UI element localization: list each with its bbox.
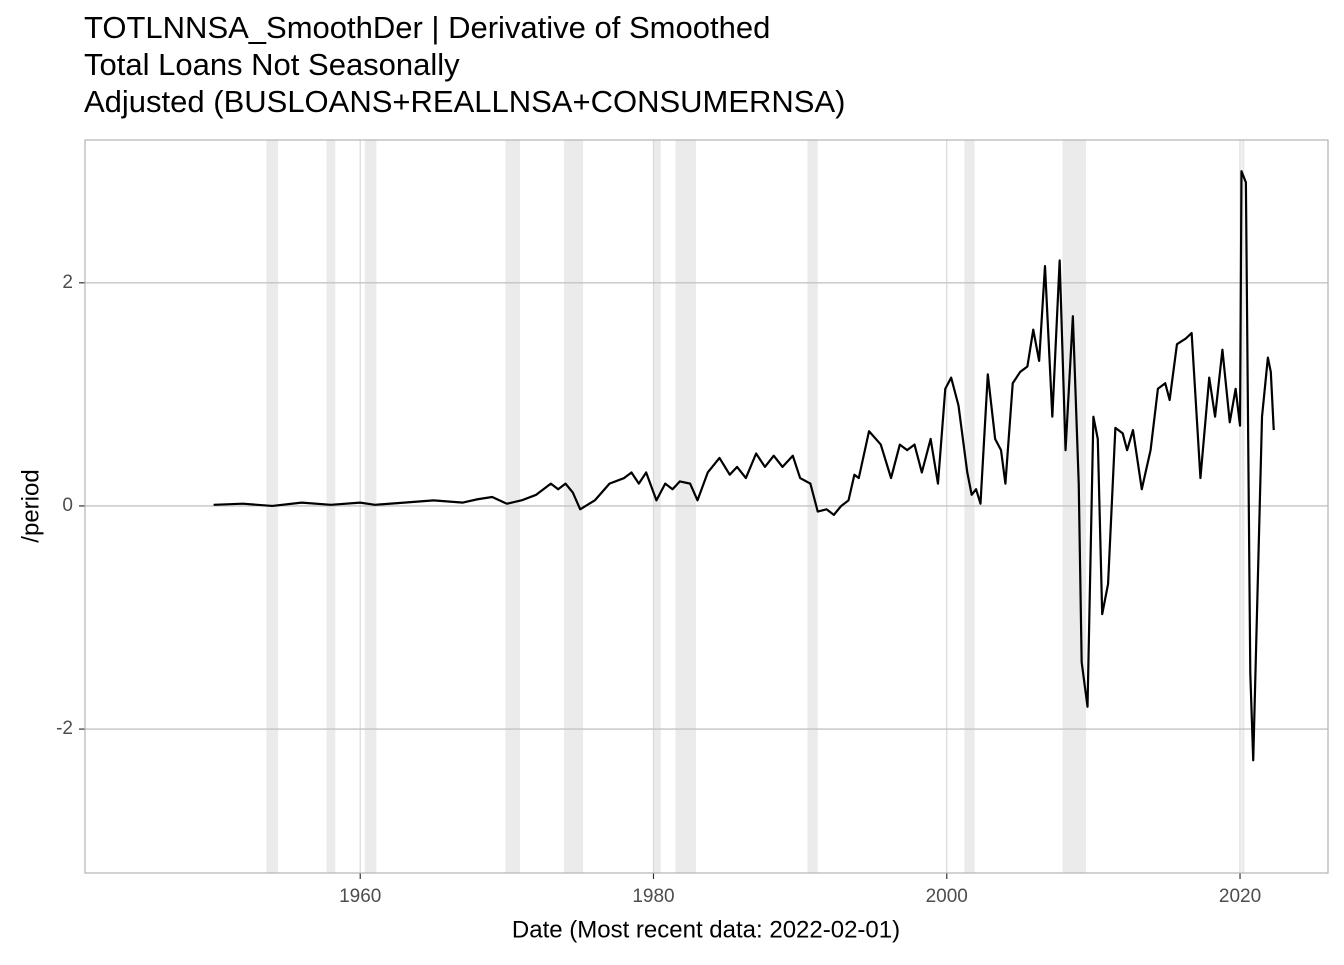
y-tick-label: 0 — [62, 495, 73, 516]
x-tick-label: 2020 — [1219, 886, 1261, 907]
chart-title: Total Loans Not Seasonally — [84, 47, 460, 82]
y-tick-label: -2 — [56, 718, 73, 739]
y-tick-label: 2 — [62, 272, 73, 293]
data-line — [213, 170, 1275, 762]
panel-border — [84, 139, 1329, 874]
x-tick-label: 1960 — [339, 886, 381, 907]
chart-title: Adjusted (BUSLOANS+REALLNSA+CONSUMERNSA) — [84, 84, 845, 119]
x-tick-label: 2000 — [926, 886, 968, 907]
x-axis-label: Date (Most recent data: 2022-02-01) — [512, 916, 900, 943]
x-tick-label: 1980 — [632, 886, 674, 907]
y-axis-label: /period — [17, 469, 44, 542]
chart-title: TOTLNNSA_SmoothDer | Derivative of Smoot… — [84, 10, 770, 45]
